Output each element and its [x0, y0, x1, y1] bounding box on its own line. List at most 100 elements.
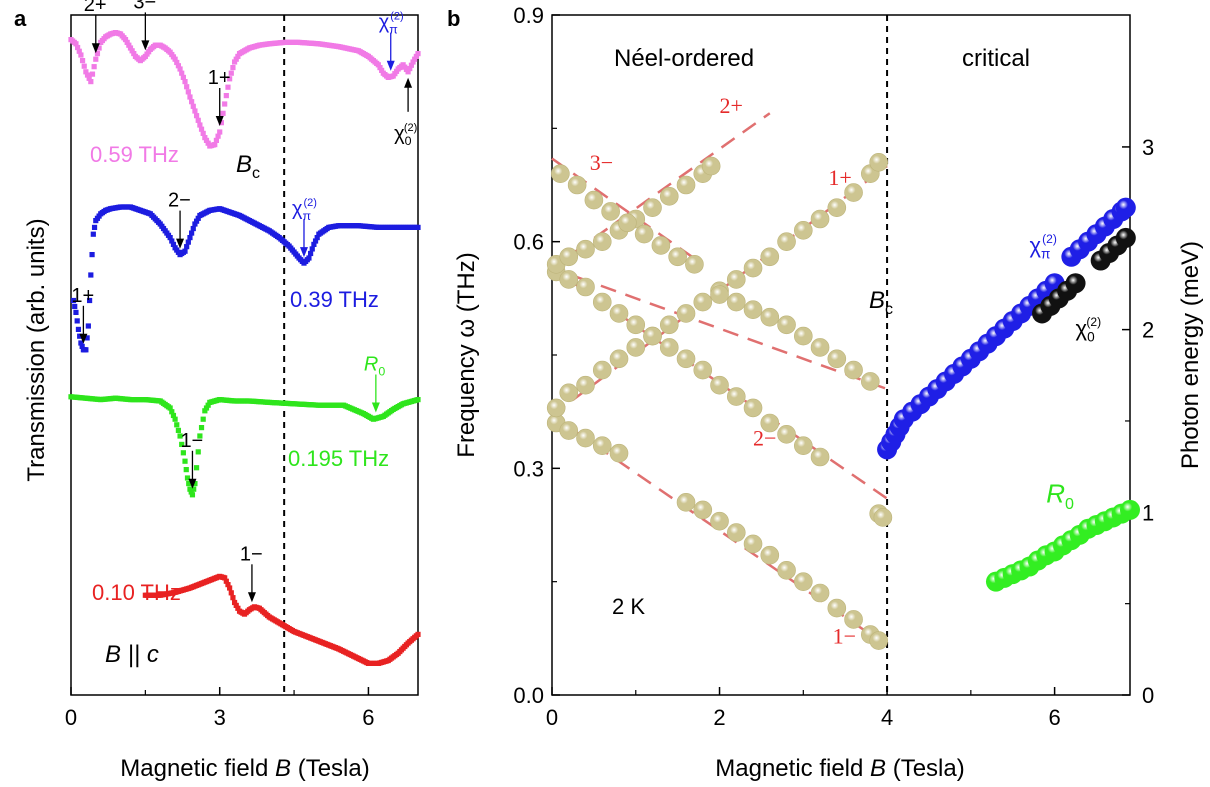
panel-a-data-point [88, 272, 94, 278]
panel-a-data-point [122, 37, 129, 43]
mode-label: 2+ [720, 93, 743, 118]
panel-a-ylabel: Transmission (arb. units) [23, 218, 50, 481]
panel-b-data-point [794, 572, 813, 591]
series-label: χπ(2) [1029, 232, 1056, 261]
panel-a-data-point [222, 575, 228, 581]
panel-a-data-point [89, 252, 95, 258]
mode-label: 3− [590, 150, 613, 175]
panel-a-data-point [188, 489, 194, 495]
panel-b-data-point [559, 383, 579, 403]
panel-a-data-point [195, 215, 201, 221]
panel-a-data-point [215, 133, 221, 139]
panel-a-data-point [213, 137, 220, 143]
panel-b-data-point [743, 398, 763, 418]
panel-b-series-0 [546, 153, 893, 650]
panel-a-data-point [88, 79, 94, 85]
panel-b-series [546, 153, 1140, 650]
panel-a-marker: 1− [180, 430, 203, 489]
panel-b-data-point [869, 153, 888, 172]
marker-arrow-head [176, 238, 185, 249]
panel-b-data-point [844, 360, 863, 380]
panel-b-x-tick-label: 6 [1048, 705, 1060, 730]
panel-b-data-point [710, 375, 729, 395]
panel-a-data-point [217, 129, 223, 135]
panel-a-data-point [169, 409, 175, 415]
panel-b-data-point [810, 583, 830, 603]
panel-a-data-point [185, 89, 191, 95]
panel-b-data-point [810, 338, 830, 357]
panel-b-y-tick-label: 0.9 [513, 3, 544, 28]
panel-a-trace-label: 0.10 THz [92, 580, 181, 605]
panel-a-data-point [191, 486, 197, 492]
panel-a-data-point [193, 218, 200, 224]
panel-b-data-point [592, 232, 612, 251]
panel-a-data-point [212, 142, 218, 148]
panel-b-data-point [626, 338, 646, 357]
panel-a-data-point [379, 67, 385, 73]
panel-a-data-point [175, 63, 182, 69]
panel-a-data-point [83, 347, 89, 353]
panel-a-xlabel: Magnetic field B (Tesla) [120, 755, 369, 782]
panel-a-data-point [228, 70, 234, 76]
panel-a-data-point [174, 59, 180, 66]
panel-b-series-3 [985, 499, 1140, 592]
panel-a-data-point [89, 71, 96, 77]
panel-a-data-point [79, 58, 86, 64]
panel-a-trace-1 [70, 204, 421, 353]
panel-b-x-tick-label: 2 [713, 705, 725, 730]
panel-b-data-point [601, 202, 620, 221]
panel-a-data-point [225, 582, 231, 588]
panel-a-data-point [193, 113, 200, 119]
marker-arrow-head [141, 40, 150, 51]
panel-a-marker: 2+ [84, 0, 107, 54]
panel-b-right-tick-label: 1 [1142, 500, 1154, 525]
panel-b-data-point [693, 292, 713, 312]
mode-label: 1− [833, 624, 856, 649]
panel-a-data-point [195, 117, 201, 123]
panel-a-data-point [227, 585, 233, 591]
panel-b-data-point [634, 224, 654, 244]
panel-a-data-point [183, 467, 189, 473]
panel-a-data-point [314, 235, 320, 241]
panel-a-data-point [184, 84, 190, 90]
panel-a-data-point [223, 578, 229, 584]
panel-a-marker: χ0(2) [394, 77, 417, 148]
panel-b-data-point [643, 198, 662, 217]
panel-a-data-point [167, 405, 173, 411]
panel-a-data-point [169, 238, 175, 244]
panel-b-data-point [1120, 499, 1140, 520]
panel-a-series: 0.59 THz 0.39 THz 0.195 THz 0.10 THz [68, 30, 421, 666]
panel-a-data-point [228, 590, 234, 596]
panel-a-bc-label: Bc [236, 151, 260, 182]
panel-b-ylabel-left: Frequency ω (THz) [453, 252, 480, 457]
panel-a-data-point [86, 75, 92, 81]
panel-a-data-point [230, 595, 236, 601]
panel-a-data-point [187, 486, 193, 492]
panel-a-data-point [218, 120, 224, 126]
panel-a-data-point [306, 255, 312, 261]
panel-b-data-point [701, 156, 721, 176]
panel-a-data-point [412, 56, 418, 62]
panel-a-marker: R0 [364, 354, 385, 413]
marker-label: 1+ [71, 285, 94, 307]
marker-arrow-head [215, 116, 224, 126]
panel-b-data-point [693, 500, 713, 520]
panel-a-data-point [170, 412, 177, 419]
panel-a-data-point [86, 297, 93, 304]
panel-a-data-point [192, 108, 198, 114]
panel-b-ticks: 0 2 4 6 0.0 0.3 0.6 0.9 0 1 2 3 [513, 3, 1154, 730]
panel-a-data-point [73, 41, 79, 47]
panel-b-data-point [685, 255, 704, 274]
panel-a-data-point [205, 140, 211, 146]
panel-a-data-point [230, 65, 236, 71]
panel-a-data-point [90, 231, 96, 237]
panel-b-data-point [1065, 273, 1086, 294]
panel-b-data-point [592, 436, 612, 455]
panel-a-data-point [202, 135, 208, 141]
panel-b-data-point [576, 428, 595, 448]
panel-a-data-point [415, 224, 421, 230]
panel-a-data-point [415, 397, 421, 403]
panel-b-data-point [659, 315, 679, 335]
panel-a-data-point [126, 42, 132, 48]
